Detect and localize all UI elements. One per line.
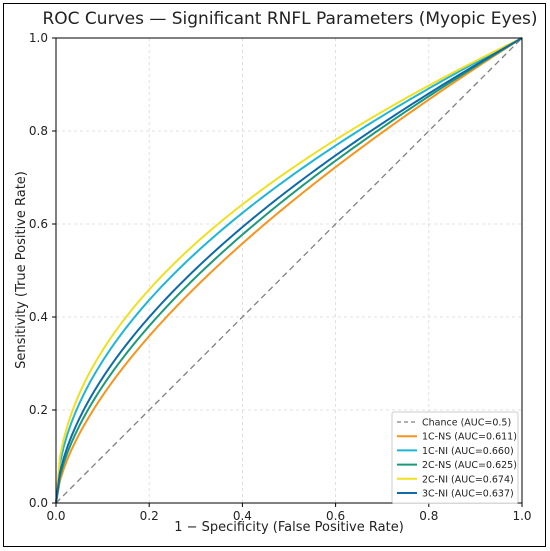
- legend-box: [391, 411, 519, 504]
- y-axis-label: Sensitivity (True Positive Rate): [14, 171, 29, 369]
- roc-curve-0: [55, 37, 523, 504]
- x-tick-label-1: 0.2: [140, 509, 159, 523]
- legend-label-5: 3C-NI (AUC=0.637): [422, 489, 514, 500]
- legend-label-4: 2C-NI (AUC=0.674): [422, 474, 514, 485]
- legend-label-1: 1C-NS (AUC=0.611): [422, 432, 517, 443]
- x-tick-label-3: 0.6: [326, 509, 345, 523]
- x-tick-label-2: 0.4: [233, 509, 252, 523]
- x-tick-label-0: 0.0: [46, 509, 65, 523]
- plot-area-border: [55, 37, 523, 504]
- y-tick-label-2: 0.4: [29, 310, 48, 324]
- legend-label-0: Chance (AUC=0.5): [422, 418, 511, 429]
- figure-frame: [3, 3, 546, 547]
- x-tick-label-4: 0.8: [419, 509, 438, 523]
- x-tick-label-5: 1.0: [512, 509, 531, 523]
- roc-curve-1: [55, 37, 523, 504]
- axis-ticks: 0.0 0.2 0.4 0.6 0.8 1.0 0.0 0.2 0.4 0.6 0.8 1.0: [29, 31, 532, 523]
- roc-curve-4: [55, 37, 523, 504]
- y-tick-label-1: 0.2: [29, 403, 48, 417]
- chart-title: ROC Curves — Significant RNFL Parameters…: [42, 9, 537, 29]
- roc-curve-2: [55, 37, 523, 504]
- y-tick-label-0: 0.0: [29, 496, 48, 510]
- x-axis-label: 1 − Specificity (False Positive Rate): [174, 520, 404, 535]
- roc-curve-3: [55, 37, 523, 504]
- y-tick-label-5: 1.0: [29, 31, 48, 45]
- y-tick-label-3: 0.6: [29, 217, 48, 231]
- legend-label-2: 1C-NI (AUC=0.660): [422, 446, 514, 457]
- legend-label-3: 2C-NS (AUC=0.625): [422, 460, 517, 471]
- roc-curves: [55, 37, 523, 504]
- y-tick-label-4: 0.8: [29, 124, 48, 138]
- legend: Chance (AUC=0.5) 1C-NS (AUC=0.611) 1C-NI (…: [391, 411, 519, 504]
